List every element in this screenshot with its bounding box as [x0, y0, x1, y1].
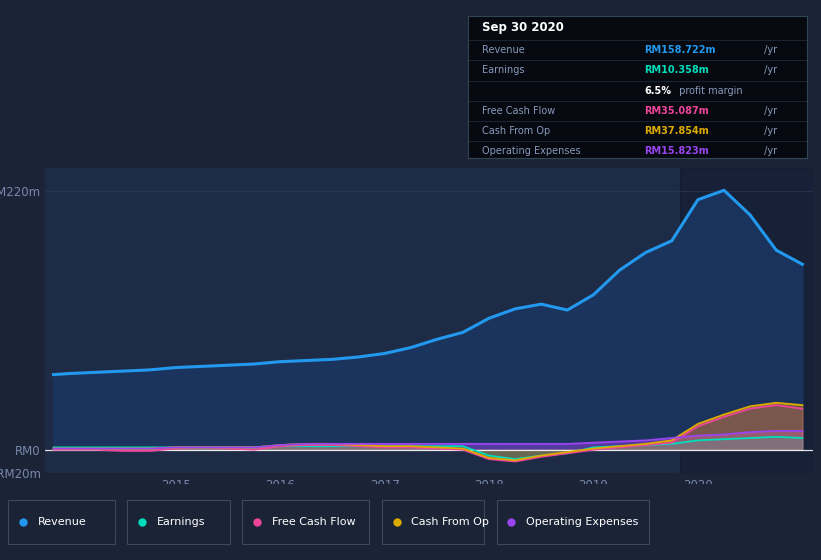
- Text: Cash From Op: Cash From Op: [482, 126, 550, 136]
- Text: Free Cash Flow: Free Cash Flow: [482, 106, 555, 116]
- Text: Earnings: Earnings: [482, 65, 524, 75]
- Text: Sep 30 2020: Sep 30 2020: [482, 21, 563, 34]
- Text: RM15.823m: RM15.823m: [644, 146, 709, 156]
- Text: Revenue: Revenue: [38, 517, 86, 527]
- Text: /yr: /yr: [761, 65, 777, 75]
- Text: /yr: /yr: [761, 146, 777, 156]
- Text: profit margin: profit margin: [677, 86, 743, 96]
- Text: Operating Expenses: Operating Expenses: [482, 146, 580, 156]
- Text: Earnings: Earnings: [157, 517, 205, 527]
- Text: /yr: /yr: [761, 106, 777, 116]
- Text: /yr: /yr: [761, 45, 777, 55]
- Text: 6.5%: 6.5%: [644, 86, 672, 96]
- Text: Operating Expenses: Operating Expenses: [526, 517, 639, 527]
- Text: Free Cash Flow: Free Cash Flow: [272, 517, 355, 527]
- Text: Cash From Op: Cash From Op: [411, 517, 489, 527]
- Text: Revenue: Revenue: [482, 45, 525, 55]
- Text: RM10.358m: RM10.358m: [644, 65, 709, 75]
- Text: /yr: /yr: [761, 126, 777, 136]
- Text: RM158.722m: RM158.722m: [644, 45, 716, 55]
- Bar: [680, 168, 813, 473]
- Text: RM35.087m: RM35.087m: [644, 106, 709, 116]
- Text: RM37.854m: RM37.854m: [644, 126, 709, 136]
